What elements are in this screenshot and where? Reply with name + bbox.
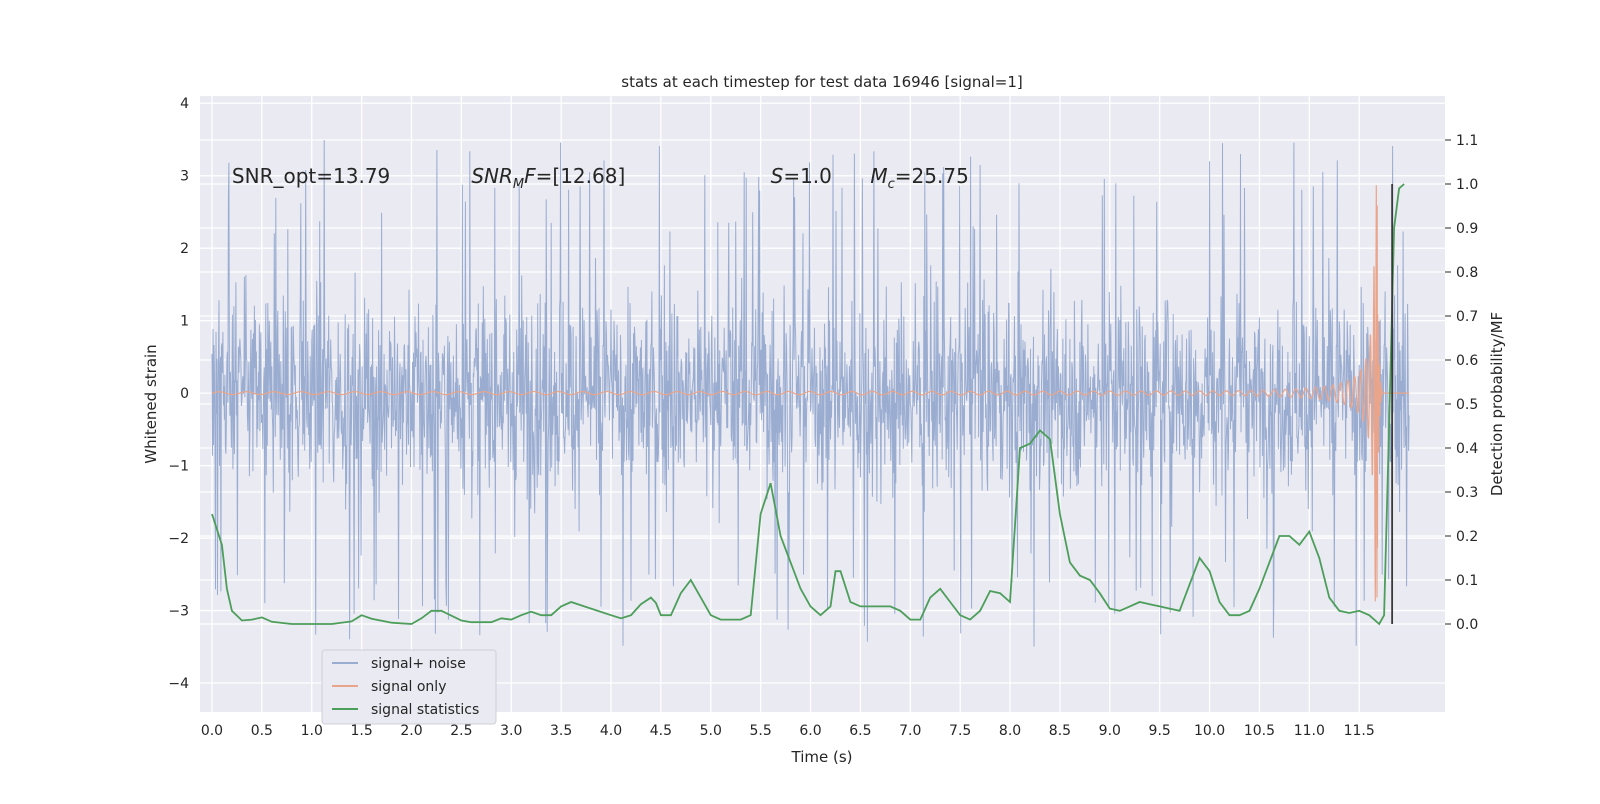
x-tick-label: 10.0	[1194, 723, 1225, 739]
signal-statistics-line	[211, 183, 1405, 626]
legend-label-signal-noise: signal+ noise	[371, 656, 466, 672]
x-tick-label: 6.5	[849, 723, 871, 739]
x-tick-label: 3.5	[550, 723, 572, 739]
y2-tick-label: 0.3	[1456, 485, 1478, 501]
y-tick-label: 4	[180, 96, 189, 112]
signal-noise-line	[211, 139, 1410, 647]
annotation-3: Mc=25.75	[870, 164, 968, 192]
y2-tick-label: 0.0	[1456, 617, 1478, 633]
x-tick-label: 1.0	[301, 723, 323, 739]
x-tick-label: 10.5	[1244, 723, 1275, 739]
x-tick-label: 9.0	[1099, 723, 1121, 739]
signal-statistics-series	[211, 183, 1405, 626]
x-tick-label: 5.5	[750, 723, 772, 739]
y-tick-label: −4	[168, 676, 189, 692]
y-axis-label: Whitened strain	[142, 344, 160, 463]
signal-only-line	[211, 185, 1410, 602]
x-tick-label: 4.0	[600, 723, 622, 739]
x-tick-label: 6.0	[799, 723, 821, 739]
legend-box	[321, 649, 497, 725]
x-tick-label: 3.0	[500, 723, 522, 739]
y2-tick-label: 1.1	[1456, 133, 1478, 149]
x-tick-label: 0.5	[251, 723, 273, 739]
y2-tick-labels: 1.1 1.0 0.9 0.8 0.7 0.6 0.5 0.4 0.3 0.2 0.1 0.0	[1445, 133, 1478, 633]
y2-tick-label: 0.4	[1456, 441, 1478, 457]
y-tick-labels: 4 3 2 1 0 −1 −2 −3 −4	[168, 96, 189, 692]
x-tick-label: 1.5	[350, 723, 372, 739]
annotation-2: S=1.0	[771, 164, 832, 188]
x-axis-label: Time (s)	[791, 748, 853, 766]
y-tick-label: −1	[168, 459, 189, 475]
x-tick-label: 7.0	[899, 723, 921, 739]
y2-tick-label: 0.9	[1456, 221, 1478, 237]
y2-tick-label: 0.2	[1456, 529, 1478, 545]
x-tick-label: 9.5	[1149, 723, 1171, 739]
x-tick-label: 4.5	[650, 723, 672, 739]
signal-only-series	[211, 185, 1410, 602]
y-tick-label: −3	[168, 604, 189, 620]
annotation-1: SNRMF=[12.68]	[471, 164, 625, 192]
legend-label-signal-statistics: signal statistics	[371, 702, 479, 718]
y2-tick-label: 0.1	[1456, 573, 1478, 589]
annotations: SNR_opt=13.79 SNRMF=[12.68] S=1.0 Mc=25.75	[232, 164, 969, 192]
y-tick-label: 2	[180, 241, 189, 257]
x-tick-label: 2.0	[400, 723, 422, 739]
signal-noise-series	[211, 139, 1410, 647]
x-tick-label: 5.0	[700, 723, 722, 739]
y-tick-label: 1	[180, 314, 189, 330]
x-tick-label: 8.0	[999, 723, 1021, 739]
y-tick-label: −2	[168, 531, 189, 547]
y2-tick-label: 0.5	[1456, 397, 1478, 413]
x-tick-label: 8.5	[1049, 723, 1071, 739]
y-tick-label: 3	[180, 169, 189, 185]
legend-label-signal-only: signal only	[371, 679, 446, 695]
x-tick-label: 0.0	[201, 723, 223, 739]
y-tick-label: 0	[180, 386, 189, 402]
x-tick-label: 7.5	[949, 723, 971, 739]
x-tick-label: 2.5	[450, 723, 472, 739]
x-tick-label: 11.0	[1294, 723, 1325, 739]
x-tick-label: 11.5	[1344, 723, 1375, 739]
annotation-0: SNR_opt=13.79	[232, 164, 390, 188]
grid-lines	[200, 96, 1445, 712]
y2-tick-label: 0.7	[1456, 309, 1478, 325]
y2-tick-label: 0.6	[1456, 353, 1478, 369]
legend: signal+ noise signal only signal statist…	[321, 649, 497, 725]
x-tick-labels: 0.0 0.5 1.0 1.5 2.0 2.5 3.0 3.5 4.0 4.5 5.0 5.5 6.0 6…	[201, 723, 1375, 739]
y2-tick-label: 0.8	[1456, 265, 1478, 281]
chart-title: stats at each timestep for test data 169…	[621, 73, 1022, 91]
y2-tick-label: 1.0	[1456, 177, 1478, 193]
y2-axis-label: Detection probability/MF	[1488, 312, 1506, 496]
